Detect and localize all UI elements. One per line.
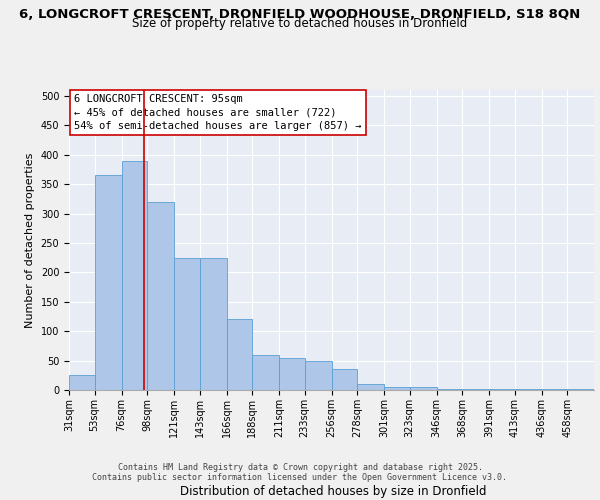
- Bar: [331, 370, 357, 390]
- Bar: [410, 387, 437, 390]
- Bar: [437, 389, 462, 390]
- Text: Distribution of detached houses by size in Dronfield: Distribution of detached houses by size …: [180, 484, 486, 498]
- Bar: [252, 354, 279, 390]
- Y-axis label: Number of detached properties: Number of detached properties: [25, 152, 35, 328]
- Bar: [227, 320, 252, 390]
- Bar: [305, 360, 331, 390]
- Bar: [384, 387, 410, 390]
- Bar: [69, 376, 95, 390]
- Text: Size of property relative to detached houses in Dronfield: Size of property relative to detached ho…: [133, 18, 467, 30]
- Bar: [121, 160, 147, 390]
- Bar: [200, 258, 227, 390]
- Bar: [357, 384, 384, 390]
- Bar: [279, 358, 305, 390]
- Bar: [174, 258, 200, 390]
- Text: 6, LONGCROFT CRESCENT, DRONFIELD WOODHOUSE, DRONFIELD, S18 8QN: 6, LONGCROFT CRESCENT, DRONFIELD WOODHOU…: [19, 8, 581, 20]
- Text: Contains HM Land Registry data © Crown copyright and database right 2025.
Contai: Contains HM Land Registry data © Crown c…: [92, 462, 508, 482]
- Bar: [567, 389, 594, 390]
- Text: 6 LONGCROFT CRESCENT: 95sqm
← 45% of detached houses are smaller (722)
54% of se: 6 LONGCROFT CRESCENT: 95sqm ← 45% of det…: [74, 94, 362, 131]
- Bar: [147, 202, 174, 390]
- Bar: [95, 176, 121, 390]
